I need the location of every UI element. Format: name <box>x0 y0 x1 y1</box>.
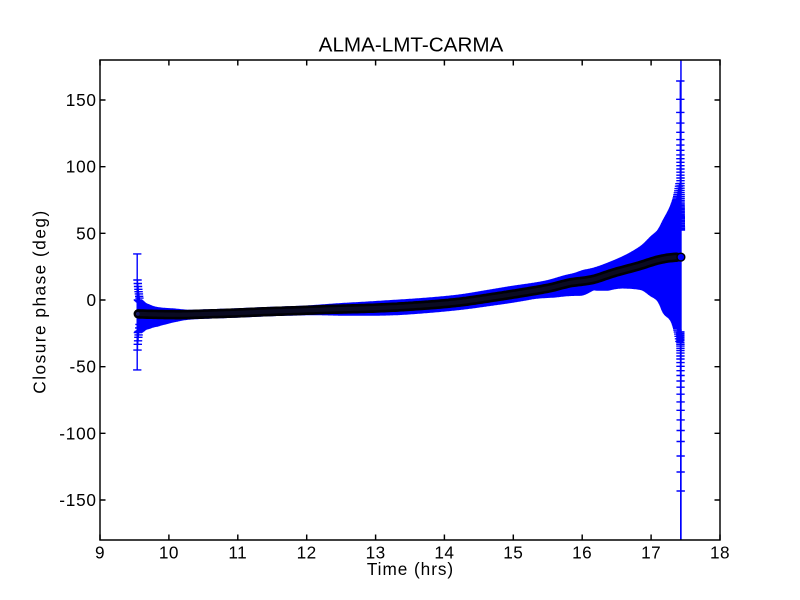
svg-text:11: 11 <box>228 542 247 562</box>
svg-text:16: 16 <box>572 542 592 562</box>
svg-text:100: 100 <box>66 157 97 177</box>
svg-text:17: 17 <box>641 542 661 562</box>
svg-text:13: 13 <box>366 542 386 562</box>
svg-text:-50: -50 <box>70 357 97 377</box>
svg-text:10: 10 <box>159 542 179 562</box>
svg-text:Time (hrs): Time (hrs) <box>367 559 454 579</box>
svg-text:150: 150 <box>66 90 97 110</box>
svg-text:ALMA-LMT-CARMA: ALMA-LMT-CARMA <box>319 34 504 57</box>
svg-text:-150: -150 <box>59 490 97 510</box>
svg-text:0: 0 <box>86 290 96 310</box>
svg-text:18: 18 <box>710 542 730 562</box>
svg-text:14: 14 <box>434 542 454 562</box>
svg-text:9: 9 <box>95 542 105 562</box>
svg-text:15: 15 <box>503 542 523 562</box>
svg-text:50: 50 <box>76 223 97 243</box>
svg-text:12: 12 <box>297 542 317 562</box>
svg-text:-100: -100 <box>59 423 97 443</box>
svg-text:Closure phase (deg): Closure phase (deg) <box>30 209 50 393</box>
